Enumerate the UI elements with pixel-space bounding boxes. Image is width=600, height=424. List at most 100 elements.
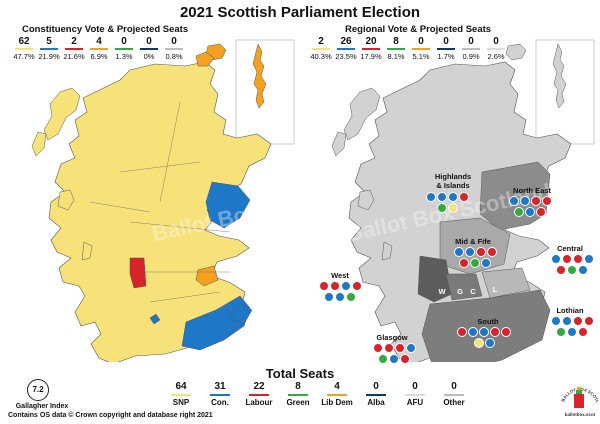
total-color-bar [249, 394, 269, 396]
constituency-vote-color-bar [65, 48, 83, 50]
seat-dot [578, 327, 588, 337]
gallagher-index-value: 7.2 [27, 379, 49, 401]
total-seats-number: 22 [253, 381, 265, 392]
constituency-vote-item: 0 0% [136, 36, 162, 61]
regional-vote-item: 26 23.5% [333, 36, 359, 61]
total-seats-number: 0 [373, 381, 379, 392]
constituency-vote-seats: 0 [171, 36, 177, 47]
seat-dot [470, 258, 480, 268]
seat-dot [567, 265, 577, 275]
regional-map [331, 39, 595, 362]
seat-dot [475, 247, 486, 257]
constituency-vote-seats: 0 [121, 36, 127, 47]
map-letter-central: C [470, 287, 476, 296]
total-color-bar [405, 394, 425, 396]
constituency-vote-item: 0 1.3% [111, 36, 137, 61]
map-letter-lothian: L [492, 285, 498, 294]
regional-vote-percent: 40.3% [310, 52, 332, 61]
regional-vote-seats: 20 [365, 36, 377, 47]
total-seats-item: 0 Alba [358, 381, 394, 407]
total-seats-item: 31 Con. [202, 381, 238, 407]
seat-dot [318, 281, 329, 291]
regional-vote-item: 2 40.3% [308, 36, 334, 61]
seat-dot [389, 354, 399, 364]
seat-dot [525, 207, 535, 217]
constituency-vote-color-bar [90, 48, 108, 50]
constituency-vote-percent: 0% [143, 52, 155, 61]
seat-dot [459, 258, 469, 268]
seat-dot [556, 265, 566, 275]
regional-vote-percent: 23.5% [335, 52, 357, 61]
regional-vote-percent: 2.6% [487, 52, 505, 61]
total-party-name: Alba [367, 398, 385, 407]
seat-dot [514, 207, 524, 217]
regional-vote-color-bar [362, 48, 380, 50]
regional-heading: Regional Vote & Projected Seats [345, 24, 492, 35]
regional-vote-seats: 2 [318, 36, 324, 47]
seat-dot [556, 327, 566, 337]
total-seats-number: 64 [175, 381, 187, 392]
seat-dot [372, 343, 383, 353]
seat-dot [340, 281, 351, 291]
seat-dot [486, 247, 497, 257]
region-label-lothian: Lothian [556, 306, 584, 315]
region-label-west: West [331, 271, 349, 280]
region-label-mid-fife: Mid & Fife [455, 237, 491, 246]
constituency-vote-seats: 62 [18, 36, 30, 47]
constituency-vote-seats: 4 [96, 36, 102, 47]
seat-dot [425, 192, 436, 202]
total-seats-number: 0 [412, 381, 418, 392]
constituency-vote-color-bar [165, 48, 183, 50]
seat-dot [400, 354, 410, 364]
seat-dot [567, 327, 577, 337]
map-letter-west: W [438, 287, 446, 296]
seat-dot [383, 343, 394, 353]
seat-dot [468, 327, 478, 337]
seat-dot [583, 254, 594, 264]
constituency-vote-item: 62 47.7% [11, 36, 37, 61]
regional-vote-seats: 0 [443, 36, 449, 47]
seat-dot [572, 316, 583, 326]
seat-dot [346, 292, 356, 302]
copyright-credit: Contains OS data © Crown copyright and d… [8, 412, 213, 419]
seat-dot [447, 203, 458, 213]
seat-dot [490, 327, 500, 337]
constituency-vote-seats: 5 [46, 36, 52, 47]
constituency-map [31, 39, 295, 362]
regional-vote-percent: 0.9% [462, 52, 480, 61]
total-seats-item: 0 AFU [397, 381, 433, 407]
seat-dot [351, 281, 362, 291]
regional-vote-color-bar [437, 48, 455, 50]
constituency-vote-item: 5 21.9% [36, 36, 62, 61]
regional-vote-item: 20 17.9% [358, 36, 384, 61]
seat-dot [583, 316, 594, 326]
seat-dot [335, 292, 345, 302]
regional-vote-item: 0 0.9% [458, 36, 484, 61]
constituency-vote-percent: 21.9% [38, 52, 60, 61]
region-label-north-east: North East [513, 186, 551, 195]
total-seats-item: 4 Lib Dem [319, 381, 355, 407]
regional-vote-percent: 8.1% [387, 52, 405, 61]
constituency-vote-color-bar [15, 48, 33, 50]
seat-dot [572, 254, 583, 264]
regional-vote-item: 0 1.7% [433, 36, 459, 61]
seat-dots-central [548, 254, 596, 275]
seat-dots-highlands [423, 192, 471, 213]
seat-dot [436, 203, 447, 213]
regional-vote-seats: 0 [493, 36, 499, 47]
total-party-name: Labour [245, 398, 273, 407]
region-label-highlands: Highlands & Islands [434, 172, 472, 190]
constituency-vote-percent: 0.8% [165, 52, 183, 61]
seat-dot [550, 254, 561, 264]
constituency-vote-percent: 6.9% [90, 52, 108, 61]
total-seats-item: 8 Green [280, 381, 316, 407]
seat-dot [481, 258, 491, 268]
regional-vote-percent: 5.1% [412, 52, 430, 61]
seat-dots-lothian [548, 316, 596, 337]
total-color-bar [171, 394, 191, 396]
total-seats-item: 22 Labour [241, 381, 277, 407]
region-label-south: South [477, 317, 499, 326]
regional-vote-color-bar [462, 48, 480, 50]
total-party-name: Green [286, 398, 310, 407]
constituency-vote-seats: 2 [71, 36, 77, 47]
